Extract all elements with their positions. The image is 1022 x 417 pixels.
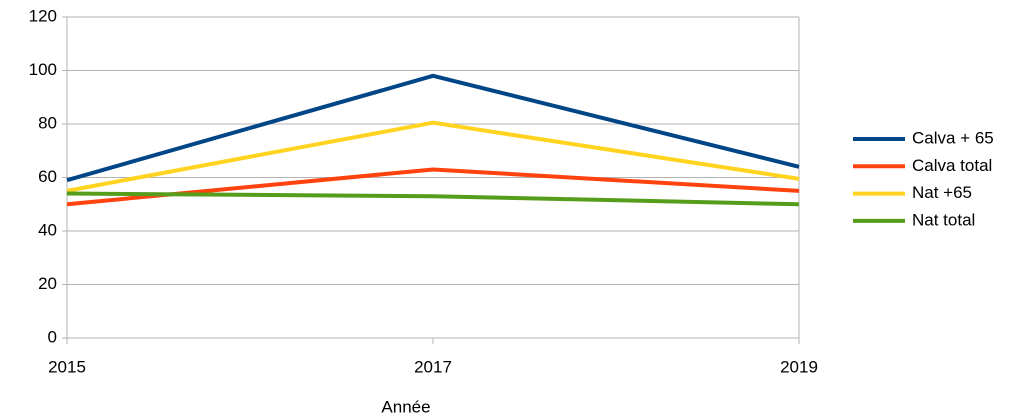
y-tick-label: 20 [38,274,57,293]
legend-label: Nat +65 [912,183,972,202]
y-tick-label: 120 [29,6,57,25]
y-tick-label: 0 [48,327,57,346]
y-tick-label: 60 [38,167,57,186]
x-tick-label: 2017 [414,357,452,376]
series-line [66,73,800,183]
y-tick-label: 100 [29,60,57,79]
y-tick-label: 80 [38,113,57,132]
x-tick-label: 2019 [780,357,818,376]
legend-label: Calva + 65 [912,128,994,147]
series-line [66,191,800,207]
legend-label: Nat total [912,210,975,229]
y-tick-label: 40 [38,220,57,239]
legend-label: Calva total [912,156,992,175]
x-tick-label: 2015 [48,357,86,376]
series-line [66,120,800,193]
series-line [66,167,800,207]
x-axis-label: Année [381,397,430,416]
